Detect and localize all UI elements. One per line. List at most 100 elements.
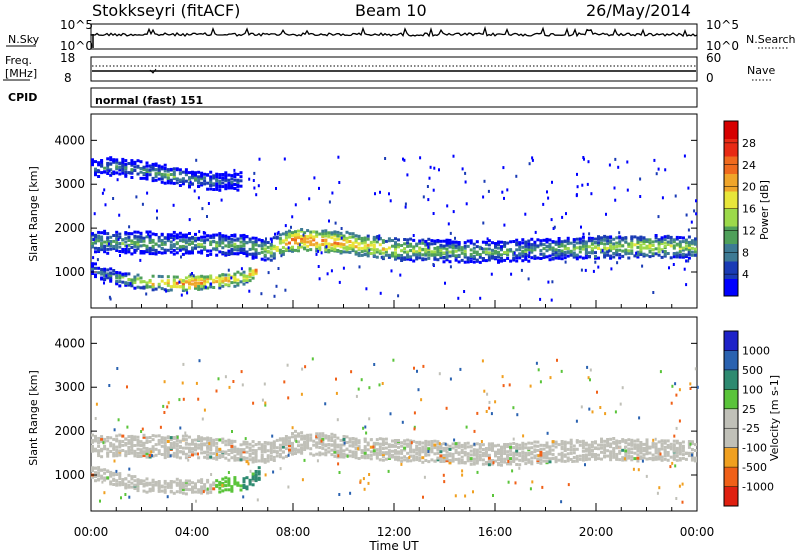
heatmap-cell [254, 268, 258, 272]
heatmap-cell [130, 170, 134, 174]
heatmap-cell [175, 181, 179, 185]
heatmap-cell [203, 488, 207, 492]
heatmap-cell [533, 240, 537, 244]
heatmap-cell [324, 453, 328, 457]
heatmap-cell [109, 271, 113, 275]
heatmap-cell [584, 249, 588, 253]
heatmap-cell [409, 450, 413, 454]
heatmap-cell [303, 242, 307, 246]
heatmap-cell [121, 280, 125, 284]
heatmap-cell [608, 249, 611, 253]
heatmap-cell [560, 244, 564, 248]
heatmap-cell [252, 401, 255, 405]
heatmap-cell [248, 269, 252, 273]
heatmap-cell [166, 452, 170, 456]
heatmap-cell [142, 482, 146, 486]
heatmap-cell [384, 253, 388, 257]
heatmap-cell [321, 243, 325, 246]
heatmap-cell [491, 448, 494, 452]
heatmap-cell [451, 455, 455, 459]
heatmap-cell [663, 241, 667, 245]
heatmap-cell [197, 184, 201, 188]
heatmap-cell [461, 469, 464, 473]
heatmap-cell [418, 249, 422, 253]
heatmap-cell [178, 178, 182, 182]
heatmap-cell [694, 242, 697, 246]
heatmap-cell [157, 442, 161, 446]
heatmap-cell [475, 456, 479, 460]
heatmap-cell [321, 443, 325, 447]
heatmap-cell [139, 443, 143, 447]
heatmap-cell [530, 237, 534, 241]
heatmap-cell [218, 274, 222, 278]
heatmap-cell [432, 212, 435, 215]
heatmap-cell [175, 285, 179, 289]
heatmap-cell [324, 229, 328, 233]
heatmap-cell [599, 406, 602, 409]
heatmap-cell [200, 183, 204, 187]
heatmap-cell [194, 238, 197, 242]
heatmap-cell [224, 251, 228, 255]
colorbar-segment [724, 191, 738, 209]
heatmap-cell [578, 237, 582, 241]
heatmap-cell [194, 284, 197, 288]
heatmap-cell [269, 245, 273, 249]
heatmap-cell [291, 432, 294, 435]
heatmap-cell [565, 212, 567, 216]
heatmap-cell [494, 244, 497, 248]
heatmap-cell [297, 236, 300, 240]
heatmap-cell [142, 176, 146, 180]
heatmap-cell [178, 445, 182, 448]
heatmap-cell [457, 457, 461, 461]
heatmap-cell [566, 459, 570, 463]
heatmap-cell [236, 188, 240, 192]
heatmap-cell [181, 488, 185, 492]
heatmap-cell [154, 481, 158, 484]
heatmap-cell [297, 444, 300, 448]
heatmap-cell [606, 438, 610, 441]
heatmap-cell [251, 276, 255, 280]
heatmap-cell [379, 291, 382, 295]
heatmap-cell [381, 455, 385, 458]
heatmap-cell [422, 195, 425, 199]
heatmap-cell [218, 490, 222, 494]
heatmap-cell [263, 459, 267, 463]
heatmap-cell [242, 239, 246, 243]
heatmap-cell [422, 495, 424, 499]
colorbar-tick-label: 16 [742, 203, 756, 216]
heatmap-cell [448, 461, 452, 465]
heatmap-cell [224, 171, 228, 175]
heatmap-cell [603, 236, 607, 240]
heatmap-cell [236, 178, 240, 182]
heatmap-cell [584, 443, 588, 447]
heatmap-cell [387, 449, 391, 453]
heatmap-cell [337, 454, 340, 458]
heatmap-cell [457, 451, 461, 455]
heatmap-cell [200, 235, 204, 239]
heatmap-cell [560, 442, 564, 446]
heatmap-cell [357, 439, 361, 443]
heatmap-cell [130, 176, 134, 179]
heatmap-cell [447, 222, 450, 226]
heatmap-cell [652, 438, 655, 442]
heatmap-cell [613, 441, 616, 445]
heatmap-cell [597, 457, 600, 461]
heatmap-cell [236, 282, 240, 286]
heatmap-cell [587, 251, 591, 255]
heatmap-cell [327, 242, 331, 246]
heatmap-cell [306, 442, 310, 446]
heatmap-cell [521, 444, 525, 448]
heatmap-cell [160, 239, 164, 242]
heatmap-cell [608, 163, 611, 167]
nsky-line [90, 25, 698, 38]
heatmap-cell [212, 286, 216, 289]
heatmap-cell [218, 454, 222, 458]
heatmap-cell [336, 452, 340, 456]
heatmap-cell [278, 233, 282, 237]
heatmap-cell [194, 232, 197, 236]
heatmap-cell [594, 256, 597, 260]
heatmap-cell [554, 240, 558, 244]
heatmap-cell [121, 250, 125, 254]
heatmap-cell [121, 434, 125, 438]
heatmap-cell [642, 246, 646, 250]
